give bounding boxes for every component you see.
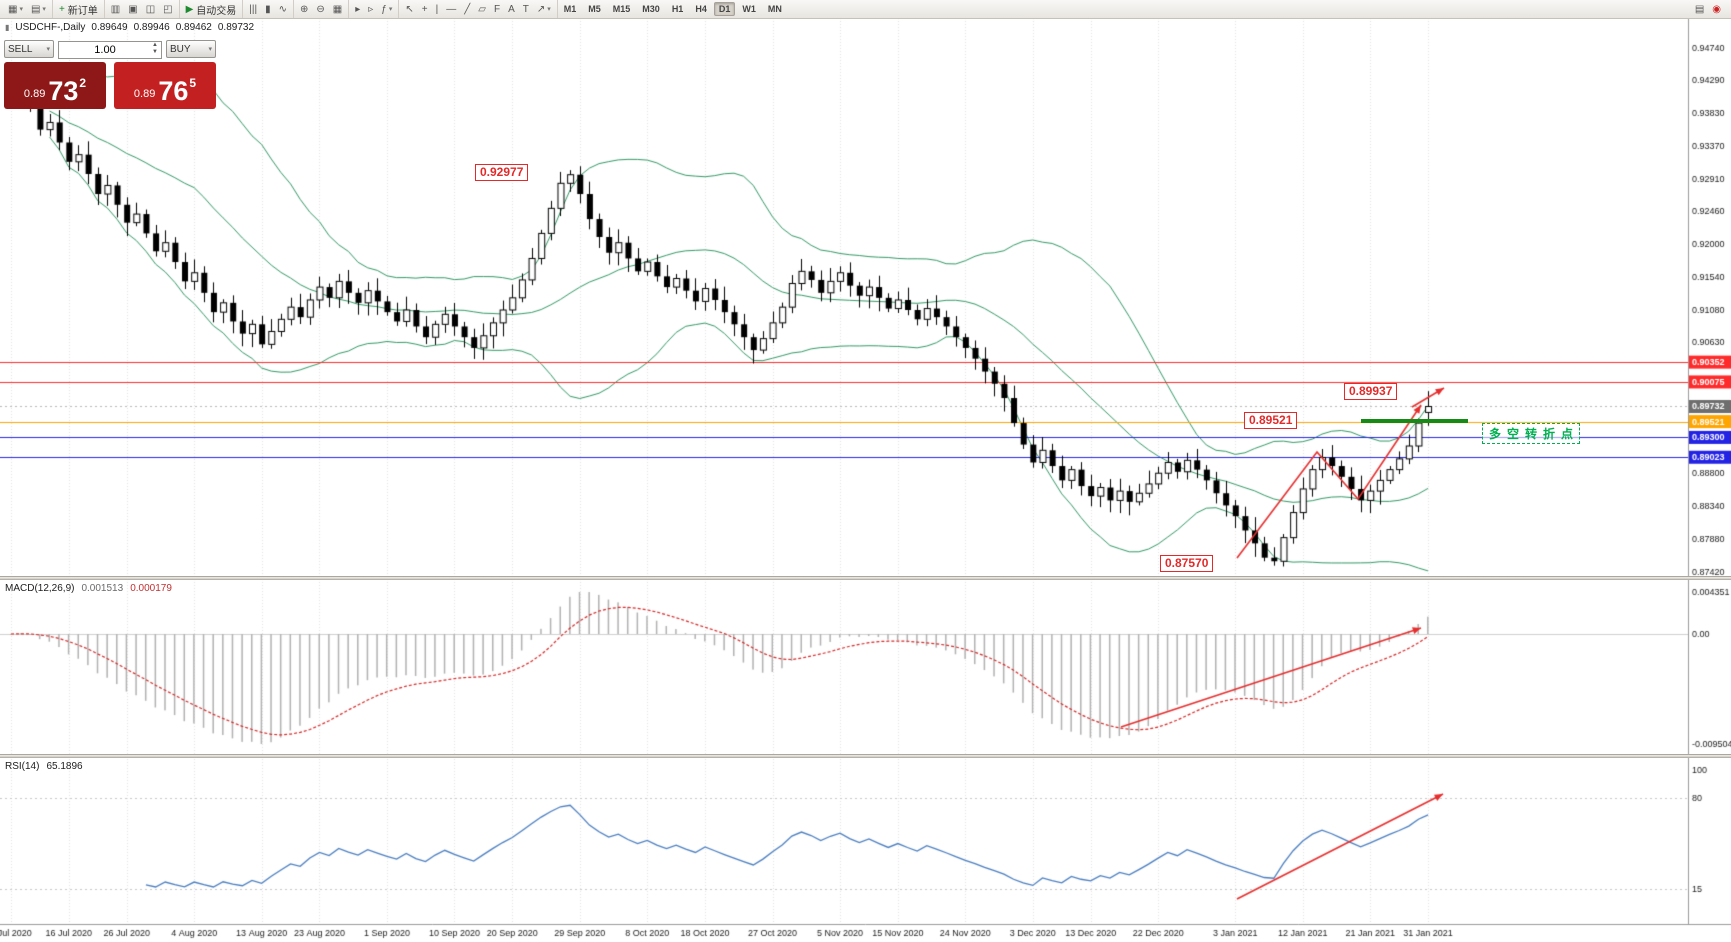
- macd-name: MACD(12,26,9): [5, 583, 75, 594]
- trendline-icon[interactable]: ╱: [464, 3, 471, 15]
- chart-symbol-period: USDCHF-,Daily: [15, 22, 86, 33]
- toolbar-right-icons: ▤ ◉: [1691, 0, 1729, 18]
- sell-price-box[interactable]: 0.89 73 2: [4, 62, 106, 109]
- buy-button[interactable]: BUY ▾: [166, 40, 216, 58]
- turning-point-annotation[interactable]: 多空转折点: [1482, 423, 1581, 444]
- macd-value-main: 0.001513: [81, 583, 124, 594]
- data-window-icon[interactable]: ▣: [128, 3, 138, 15]
- ohlc-open: 0.89649: [91, 22, 128, 33]
- macd-value-signal: 0.000179: [130, 583, 172, 594]
- timeframe-button-mn[interactable]: MN: [767, 4, 782, 14]
- buy-price-pip: 5: [189, 76, 197, 90]
- timeframe-button-m15[interactable]: M15: [612, 4, 631, 14]
- toolbar-group: ⊕ ⊖ ▦: [294, 0, 350, 18]
- auto-scroll-icon[interactable]: ▸: [355, 3, 361, 15]
- new-chart-icon[interactable]: ▦ ▾: [8, 3, 23, 15]
- bar-chart-icon[interactable]: |||: [249, 3, 258, 15]
- toolbar-group: ▦ ▾ ▤ ▾: [2, 0, 53, 18]
- chart-shift-icon[interactable]: ▹: [368, 3, 374, 15]
- crosshair-icon[interactable]: +: [421, 3, 428, 15]
- text-label-icon[interactable]: A: [508, 3, 515, 15]
- sell-price-pip: 2: [79, 76, 87, 90]
- sell-button-label: SELL: [8, 43, 33, 55]
- timeframe-button-d1[interactable]: D1: [713, 2, 736, 16]
- zoom-in-icon[interactable]: ⊕: [300, 3, 309, 15]
- arrows-tool-icon[interactable]: ↗ ▾: [536, 3, 551, 15]
- toolbar-group: ▸ ▹ ƒ ▾: [349, 0, 400, 18]
- price-annotation-pivot[interactable]: 0.89521: [1244, 412, 1298, 429]
- timeframe-button-m1[interactable]: M1: [563, 4, 577, 14]
- indicators-icon[interactable]: ƒ ▾: [381, 3, 393, 15]
- equidistant-channel-icon[interactable]: ▱: [478, 3, 486, 15]
- ohlc-close: 0.89732: [217, 22, 255, 33]
- vertical-line-icon[interactable]: |: [435, 3, 439, 15]
- support-segment-line[interactable]: [1361, 419, 1468, 423]
- tile-windows-icon[interactable]: ▦: [332, 3, 343, 15]
- text-icon[interactable]: T: [522, 3, 529, 15]
- horizontal-line-icon[interactable]: —: [446, 3, 457, 15]
- buy-button-label: BUY: [170, 43, 191, 55]
- buy-price-prefix: 0.89: [133, 88, 156, 100]
- timeframe-button-m5[interactable]: M5: [588, 4, 601, 14]
- timeframe-button-h4[interactable]: H4: [695, 4, 707, 14]
- rsi-name: RSI(14): [5, 761, 40, 772]
- volume-input[interactable]: [58, 41, 162, 59]
- ohlc-high: 0.89946: [133, 22, 170, 33]
- autotrading-icon[interactable]: ▶ 自动交易: [185, 3, 237, 17]
- rsi-panel-splitter[interactable]: [0, 754, 1731, 758]
- chart-window-icon: ▮: [5, 23, 10, 32]
- price-annotation-peak[interactable]: 0.92977: [475, 164, 529, 181]
- macd-panel-splitter[interactable]: [0, 576, 1731, 580]
- buy-dropdown-icon[interactable]: ▾: [208, 46, 212, 53]
- screenshot-icon[interactable]: ▤: [1694, 3, 1705, 15]
- toolbar-group: ▶ 自动交易: [180, 0, 244, 18]
- volume-control: ▲ ▼: [58, 40, 162, 59]
- ohlc-low: 0.89462: [175, 22, 212, 33]
- rsi-indicator-label: RSI(14) 65.1896: [5, 761, 83, 772]
- market-watch-icon[interactable]: ▥: [110, 3, 121, 15]
- chart-profiles-icon[interactable]: ▤ ▾: [30, 3, 46, 15]
- toolbar-group: ||| ▮ ∿: [243, 0, 294, 18]
- sell-button[interactable]: SELL ▾: [4, 40, 54, 58]
- buy-price-box[interactable]: 0.89 76 5: [114, 62, 216, 109]
- sell-price-big: 73: [48, 76, 79, 106]
- price-annotation-low[interactable]: 0.87570: [1160, 555, 1214, 572]
- one-click-trading-panel: SELL ▾ ▲ ▼ BUY ▾ 0.89 73 2 0.89: [4, 40, 216, 109]
- sell-price-prefix: 0.89: [23, 88, 46, 100]
- fibonacci-icon[interactable]: F: [493, 3, 501, 15]
- zoom-out-icon[interactable]: ⊖: [316, 3, 325, 15]
- toolbar-group: ▥ ▣ ◫ ◰: [105, 0, 180, 18]
- volume-stepper[interactable]: ▲ ▼: [150, 42, 160, 56]
- volume-up-icon[interactable]: ▲: [152, 42, 158, 48]
- navigator-icon[interactable]: ◫: [145, 3, 156, 15]
- community-icon[interactable]: ◉: [1712, 3, 1721, 15]
- rsi-value: 65.1896: [46, 761, 83, 772]
- toolbar-group: + 新订单: [53, 0, 105, 18]
- line-chart-icon[interactable]: ∿: [278, 3, 287, 15]
- candlestick-chart-icon[interactable]: ▮: [265, 3, 271, 15]
- chart-title: ▮ USDCHF-,Daily 0.89649 0.89946 0.89462 …: [5, 22, 254, 33]
- timeframe-toolbar: M1 M5 M15 M30 H1 H4 D1 W1 MN: [558, 0, 788, 18]
- timeframe-button-h1[interactable]: H1: [671, 4, 684, 14]
- macd-indicator-label: MACD(12,26,9) 0.001513 0.000179: [5, 583, 172, 594]
- toolbar: ▦ ▾ ▤ ▾ + 新订单 ▥ ▣ ◫ ◰ ▶ 自动交易 ||| ▮ ∿ ⊕ ⊖ ▦ ▸ ▹ ƒ ▾ ↖ + | — ╱ ▱ F A T ↗ ▾…: [0, 0, 1731, 19]
- volume-down-icon[interactable]: ▼: [152, 49, 158, 55]
- terminal-icon[interactable]: ◰: [163, 3, 173, 15]
- timeframe-button-m30[interactable]: M30: [642, 4, 660, 14]
- sell-dropdown-icon[interactable]: ▾: [46, 46, 50, 53]
- cursor-icon[interactable]: ↖: [405, 3, 414, 15]
- buy-price-big: 76: [158, 76, 189, 106]
- toolbar-group: ↖ + | — ╱ ▱ F A T ↗ ▾: [399, 0, 558, 18]
- new-order-icon[interactable]: + 新订单: [58, 3, 98, 17]
- price-annotation-high[interactable]: 0.89937: [1344, 383, 1398, 400]
- timeframe-button-w1[interactable]: W1: [742, 4, 756, 14]
- toolbar-icon-groups: ▦ ▾ ▤ ▾ + 新订单 ▥ ▣ ◫ ◰ ▶ 自动交易 ||| ▮ ∿ ⊕ ⊖ ▦ ▸ ▹ ƒ ▾ ↖ + | — ╱ ▱ F A T ↗ ▾: [2, 0, 558, 18]
